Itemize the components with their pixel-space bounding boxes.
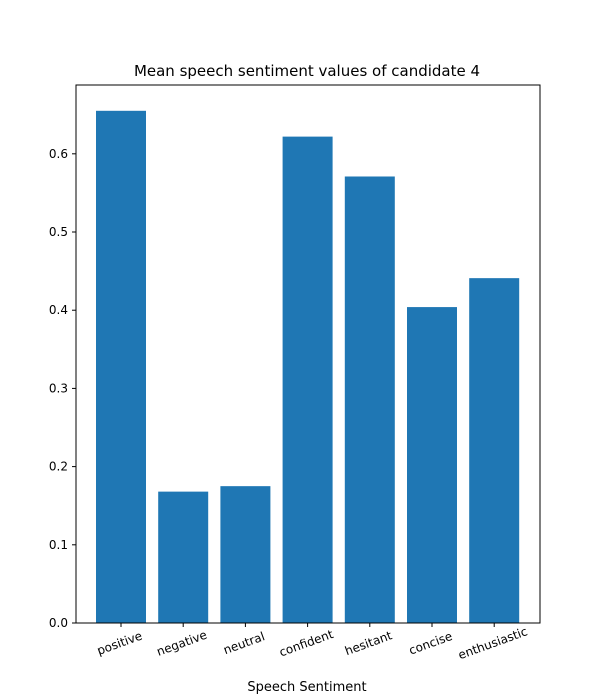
y-tick-label-0.3: 0.3 [49, 381, 68, 395]
y-tick-label-0.5: 0.5 [49, 225, 68, 239]
bar-hesitant [344, 176, 395, 623]
x-tick-label-enthusiastic: enthusiastic [456, 624, 529, 662]
bar-neutral [220, 486, 271, 623]
x-tick-label-negative: negative [155, 628, 209, 659]
y-tick-label-0.1: 0.1 [49, 538, 68, 552]
x-tick-label-confident: confident [277, 627, 335, 660]
x-tick-label-positive: positive [95, 629, 144, 658]
y-tick-label-0.4: 0.4 [49, 303, 68, 317]
x-tick-label-concise: concise [407, 629, 454, 658]
x-axis-label: Speech Sentiment [247, 680, 366, 695]
chart-title: Mean speech sentiment values of candidat… [134, 62, 480, 80]
bar-concise [407, 307, 457, 623]
x-axis: positive negative neutral confident hesitant… [95, 623, 529, 662]
y-tick-label-0.0: 0.0 [49, 616, 68, 630]
x-tick-label-hesitant: hesitant [343, 628, 394, 658]
bar-enthusiastic [469, 278, 520, 623]
bars [96, 110, 520, 623]
bar-positive [96, 110, 146, 623]
y-axis: 0.0 0.1 0.2 0.3 0.4 0.5 0.6 [49, 147, 76, 630]
y-tick-label-0.6: 0.6 [49, 147, 68, 161]
bar-negative [158, 491, 209, 623]
bar-confident [282, 136, 333, 623]
x-tick-label-neutral: neutral [221, 629, 266, 657]
y-tick-label-0.2: 0.2 [49, 460, 68, 474]
